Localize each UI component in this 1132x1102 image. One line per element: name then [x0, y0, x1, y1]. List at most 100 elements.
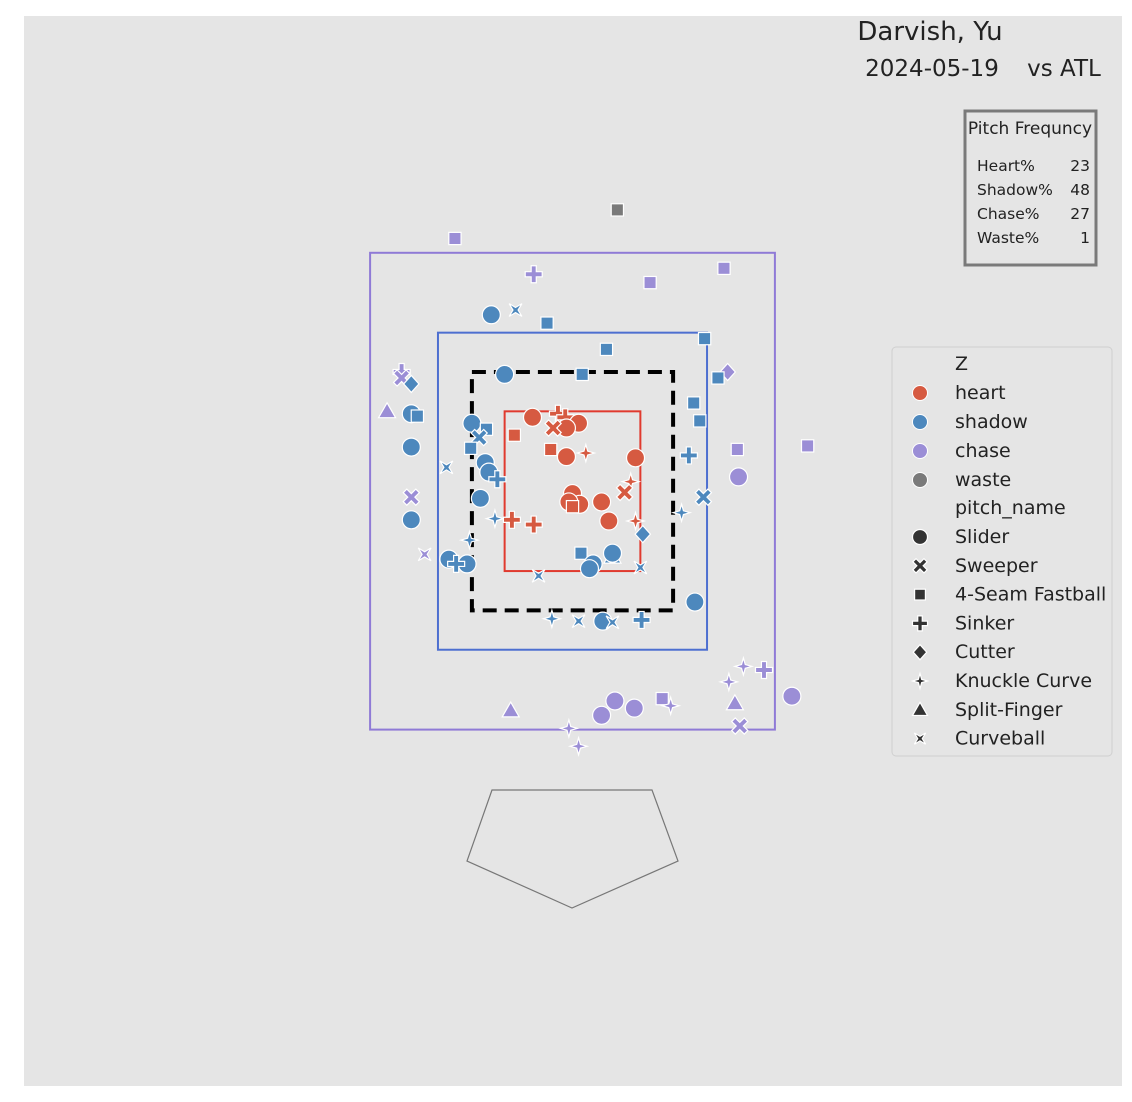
pitch-point [401, 437, 421, 457]
pitch-point [544, 419, 563, 437]
pitch-point [725, 693, 745, 711]
pitch-point [718, 671, 740, 693]
pitch-point [401, 510, 421, 530]
legend-pitch-label: 4-Seam Fastball [955, 584, 1106, 606]
legend-heart-swatch [912, 385, 928, 401]
pitch-point [693, 414, 707, 428]
pitch-point [633, 560, 648, 575]
pitch-point [610, 203, 625, 217]
pitch-point [439, 460, 454, 475]
legend-zone-label: shadow [955, 411, 1028, 433]
bowtie-icon [913, 732, 927, 745]
pitch-point [754, 660, 774, 680]
pitch-point [599, 342, 614, 357]
pitch-point [599, 511, 619, 531]
pitch-point [402, 488, 421, 507]
frequency-title: Pitch Frequncy [968, 119, 1092, 139]
x-icon [912, 557, 928, 574]
pitch-point [591, 705, 612, 725]
game-date: 2024-05-19 [865, 56, 999, 82]
legend-pitch-label: Cutter [955, 641, 1015, 663]
pitch-point [567, 735, 590, 757]
pitch-point [481, 305, 501, 325]
pitch-point [624, 510, 647, 532]
frequency-label: Chase% [977, 205, 1039, 223]
legend-chase-swatch [912, 443, 928, 459]
pitch-point [591, 492, 612, 512]
pitch-point [458, 529, 481, 551]
pitch-point [694, 488, 713, 507]
legend-pitch-title: pitch_name [955, 497, 1066, 519]
pitch-point [571, 614, 586, 629]
plus-icon [911, 615, 929, 632]
pitch-point [543, 442, 558, 457]
pitch-point [728, 467, 749, 487]
frequency-value: 27 [1070, 205, 1090, 223]
pitch-point [565, 499, 580, 514]
pitch-point [800, 439, 815, 453]
legend-zone-label: waste [955, 469, 1011, 491]
pitch-point [410, 409, 425, 423]
pitch-point [730, 717, 749, 735]
pitch-point [634, 524, 652, 544]
pitch-point [624, 698, 644, 718]
legend-zone-title: Z [955, 353, 968, 375]
pitch-point [625, 448, 646, 468]
frequency-label: Shadow% [977, 181, 1053, 199]
pitch-point [447, 554, 466, 574]
pitch-point [602, 543, 623, 563]
pitch-point [488, 470, 507, 489]
pitch-point [574, 546, 588, 560]
pitch-point [522, 407, 543, 427]
pitch-point [670, 501, 693, 524]
pitch-point [632, 610, 651, 630]
pitch-point [685, 592, 705, 612]
pitch-point [782, 686, 802, 706]
pitch-point [501, 700, 521, 718]
circle-icon [911, 528, 929, 546]
heart-box [503, 410, 642, 573]
player-name: Darvish, Yu [857, 17, 1002, 47]
legend-pitch-label: Curveball [955, 728, 1045, 750]
pitch-point [697, 331, 712, 346]
pitch-point [556, 447, 577, 467]
pitch-point [524, 515, 543, 534]
frequency-value: 48 [1070, 181, 1090, 199]
pitch-point [605, 691, 625, 711]
pitch-point [540, 316, 554, 330]
pitch-point [686, 396, 701, 410]
frequency-value: 1 [1080, 229, 1090, 247]
pitch-point [659, 695, 682, 717]
pitch-point [502, 510, 521, 529]
pitch-point [615, 483, 634, 502]
legend-pitch-label: Knuckle Curve [955, 670, 1092, 692]
pitch-point [402, 374, 420, 394]
strike-zone-box [469, 370, 676, 613]
pitch-point [730, 442, 745, 457]
legend-pitch-label: Sweeper [955, 555, 1038, 577]
legend-pitch-label: Split-Finger [955, 699, 1063, 721]
legend-zone-label: heart [955, 382, 1006, 404]
pitch-point [524, 265, 543, 284]
legend-frame [891, 346, 1113, 757]
pitch-point [605, 615, 620, 630]
pitch-point [579, 559, 600, 579]
star4-icon [910, 671, 930, 691]
pitch-point [717, 261, 731, 276]
pitch-point [508, 303, 523, 317]
pitch-point [575, 442, 597, 464]
pitch-point [507, 428, 522, 442]
frequency-value: 23 [1070, 157, 1090, 175]
pitch-point [643, 275, 657, 290]
pitch-point [558, 717, 580, 740]
triangle-icon [911, 701, 929, 717]
pitch-point [711, 371, 725, 385]
opponent-label: vs ATL [1027, 56, 1101, 82]
pitch-point [541, 608, 563, 630]
pitch-point [575, 367, 589, 382]
legend-waste-swatch [912, 472, 928, 488]
pitch-point [462, 413, 482, 433]
pitch-point [732, 655, 755, 678]
